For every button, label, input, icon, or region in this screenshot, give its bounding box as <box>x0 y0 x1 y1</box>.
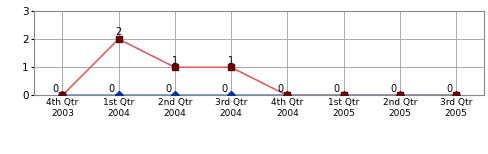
Text: 1: 1 <box>227 56 234 66</box>
Text: 1: 1 <box>171 56 178 66</box>
Text: 0: 0 <box>164 84 171 94</box>
Text: 0: 0 <box>52 84 59 94</box>
Text: 0: 0 <box>277 84 283 94</box>
Text: 0: 0 <box>389 84 395 94</box>
Text: 0: 0 <box>445 84 451 94</box>
Text: 0: 0 <box>333 84 339 94</box>
Text: 0: 0 <box>221 84 227 94</box>
Text: 2: 2 <box>115 27 122 37</box>
Text: 0: 0 <box>108 84 115 94</box>
